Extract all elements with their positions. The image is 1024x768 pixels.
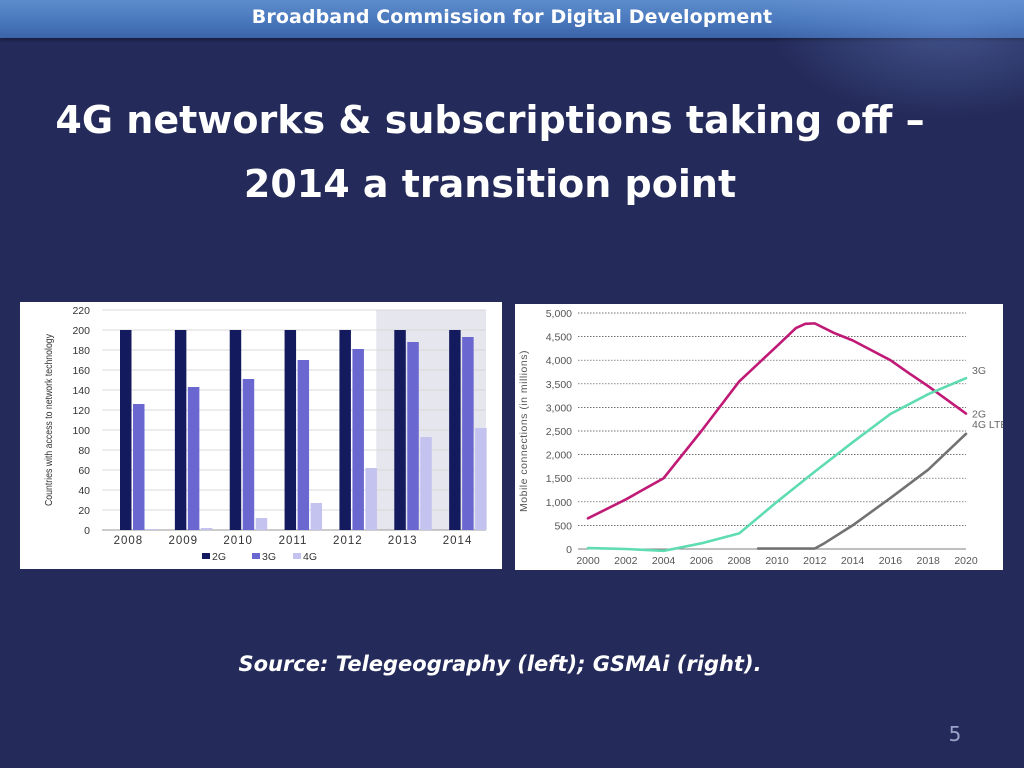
bar-3G-2012 — [352, 349, 364, 530]
y-tick-label: 2,500 — [546, 426, 572, 438]
x-tick-label: 2002 — [614, 555, 638, 567]
y-tick-label: 160 — [72, 365, 90, 377]
bar-3G-2013 — [407, 342, 419, 530]
y-tick-label: 3,500 — [546, 379, 572, 391]
x-tick-label: 2004 — [652, 555, 676, 567]
bar-2G-2010 — [229, 330, 242, 530]
slide-title: 4G networks & subscriptions taking off –… — [20, 88, 960, 216]
bar-chart-panel: 0 20 40 60 80 100 120 140 160 180 200 220 Countries … — [20, 302, 502, 569]
y-tick-label: 1,000 — [546, 497, 572, 509]
line-chart: 0 500 1,000 1,500 2,000 2,500 3,000 3,500 4,000 4… — [518, 308, 1007, 567]
banner-title: Broadband Commission for Digital Develop… — [251, 6, 773, 28]
y-tick-label: 3,000 — [546, 402, 572, 414]
bar-3G-2014 — [462, 337, 474, 530]
page-number: 5 — [948, 722, 962, 746]
y-tick-label: 180 — [72, 345, 90, 357]
y-tick-label: 220 — [72, 305, 90, 317]
legend-swatch-2G — [202, 553, 210, 559]
bar-4G-2012 — [365, 468, 377, 530]
x-tick-label: 2018 — [917, 555, 941, 567]
bar-3G-2010 — [242, 379, 255, 530]
x-tick-label: 2011 — [279, 535, 308, 547]
bar-2G-2014 — [449, 330, 461, 530]
y-tick-label: 20 — [78, 505, 90, 517]
x-tick-label: 2009 — [168, 535, 198, 547]
series-label-2G: 2G — [972, 409, 986, 421]
bar-3G-2009 — [187, 387, 200, 530]
x-tick-label: 2014 — [443, 535, 473, 547]
line-chart-panel: 0 500 1,000 1,500 2,000 2,500 3,000 3,500 4,000 4… — [515, 304, 1007, 570]
bar-2G-2013 — [394, 330, 406, 530]
x-tick-label: 2006 — [690, 555, 714, 567]
x-tick-label: 2016 — [879, 555, 903, 567]
x-tick-label: 2012 — [333, 535, 363, 547]
bar-2G-2009 — [174, 330, 187, 530]
slide-title-line-2: 2014 a transition point — [243, 162, 737, 206]
legend-swatch-3G — [252, 553, 260, 559]
series-label-4G LTE: 4G LTE — [972, 419, 1003, 431]
x-tick-label: 2000 — [576, 555, 600, 567]
bar-4G-2014 — [475, 428, 487, 530]
legend-label-3G: 3G — [262, 551, 276, 563]
x-tick-label: 2020 — [954, 555, 978, 567]
series-line-3G — [586, 376, 968, 553]
series-line-2G — [586, 322, 968, 520]
header-banner: Broadband Commission for Digital Develop… — [0, 0, 1024, 38]
source-caption: Source: Telegeography (left); GSMAi (rig… — [238, 652, 762, 676]
bar-3G-2011 — [297, 360, 310, 530]
y-tick-label: 40 — [78, 485, 90, 497]
decorative-glow — [764, 0, 1024, 120]
x-tick-label: 2008 — [114, 535, 144, 547]
y-axis-title: Countries with access to network technol… — [43, 333, 55, 506]
series-line-4G LTE — [756, 432, 968, 550]
bar-4G-2010 — [255, 518, 268, 530]
series-label-3G: 3G — [972, 365, 986, 377]
y-tick-label: 140 — [72, 385, 90, 397]
bar-4G-2013 — [420, 437, 432, 530]
y-tick-label: 4,000 — [546, 355, 572, 367]
x-tick-label: 2008 — [728, 555, 752, 567]
y-tick-label: 2,000 — [546, 450, 572, 462]
x-tick-label: 2010 — [765, 555, 789, 567]
y-tick-label: 1,500 — [546, 473, 572, 485]
y-tick-label: 120 — [72, 405, 90, 417]
bar-chart: 0 20 40 60 80 100 120 140 160 180 200 220 Countries … — [43, 305, 487, 563]
legend-label-4G: 4G — [303, 551, 317, 563]
y-tick-label: 60 — [78, 465, 90, 477]
bar-2G-2011 — [284, 330, 297, 530]
x-tick-label: 2012 — [803, 555, 827, 567]
y-tick-label: 4,500 — [546, 332, 572, 344]
x-tick-label: 2014 — [841, 555, 865, 567]
y-tick-label: 5,000 — [546, 308, 572, 320]
legend-label-2G: 2G — [212, 551, 226, 563]
y-tick-label: 200 — [72, 325, 90, 337]
x-tick-label: 2013 — [388, 535, 418, 547]
bar-4G-2009 — [200, 528, 213, 530]
slide-title-line-1: 4G networks & subscriptions taking off – — [55, 98, 925, 142]
bar-2G-2008 — [120, 330, 132, 530]
legend-swatch-4G — [293, 553, 301, 559]
x-tick-label: 2010 — [223, 535, 253, 547]
bar-3G-2008 — [133, 404, 145, 530]
bar-4G-2011 — [310, 503, 323, 530]
y-tick-label: 0 — [566, 544, 572, 556]
y-tick-label: 100 — [72, 425, 90, 437]
y-axis-title: Mobile connections (in millions) — [518, 350, 530, 512]
y-tick-label: 500 — [554, 520, 572, 532]
bar-2G-2012 — [339, 330, 351, 530]
y-tick-label: 0 — [84, 525, 90, 537]
bar-4G-2008 — [146, 529, 158, 530]
y-tick-label: 80 — [78, 445, 90, 457]
